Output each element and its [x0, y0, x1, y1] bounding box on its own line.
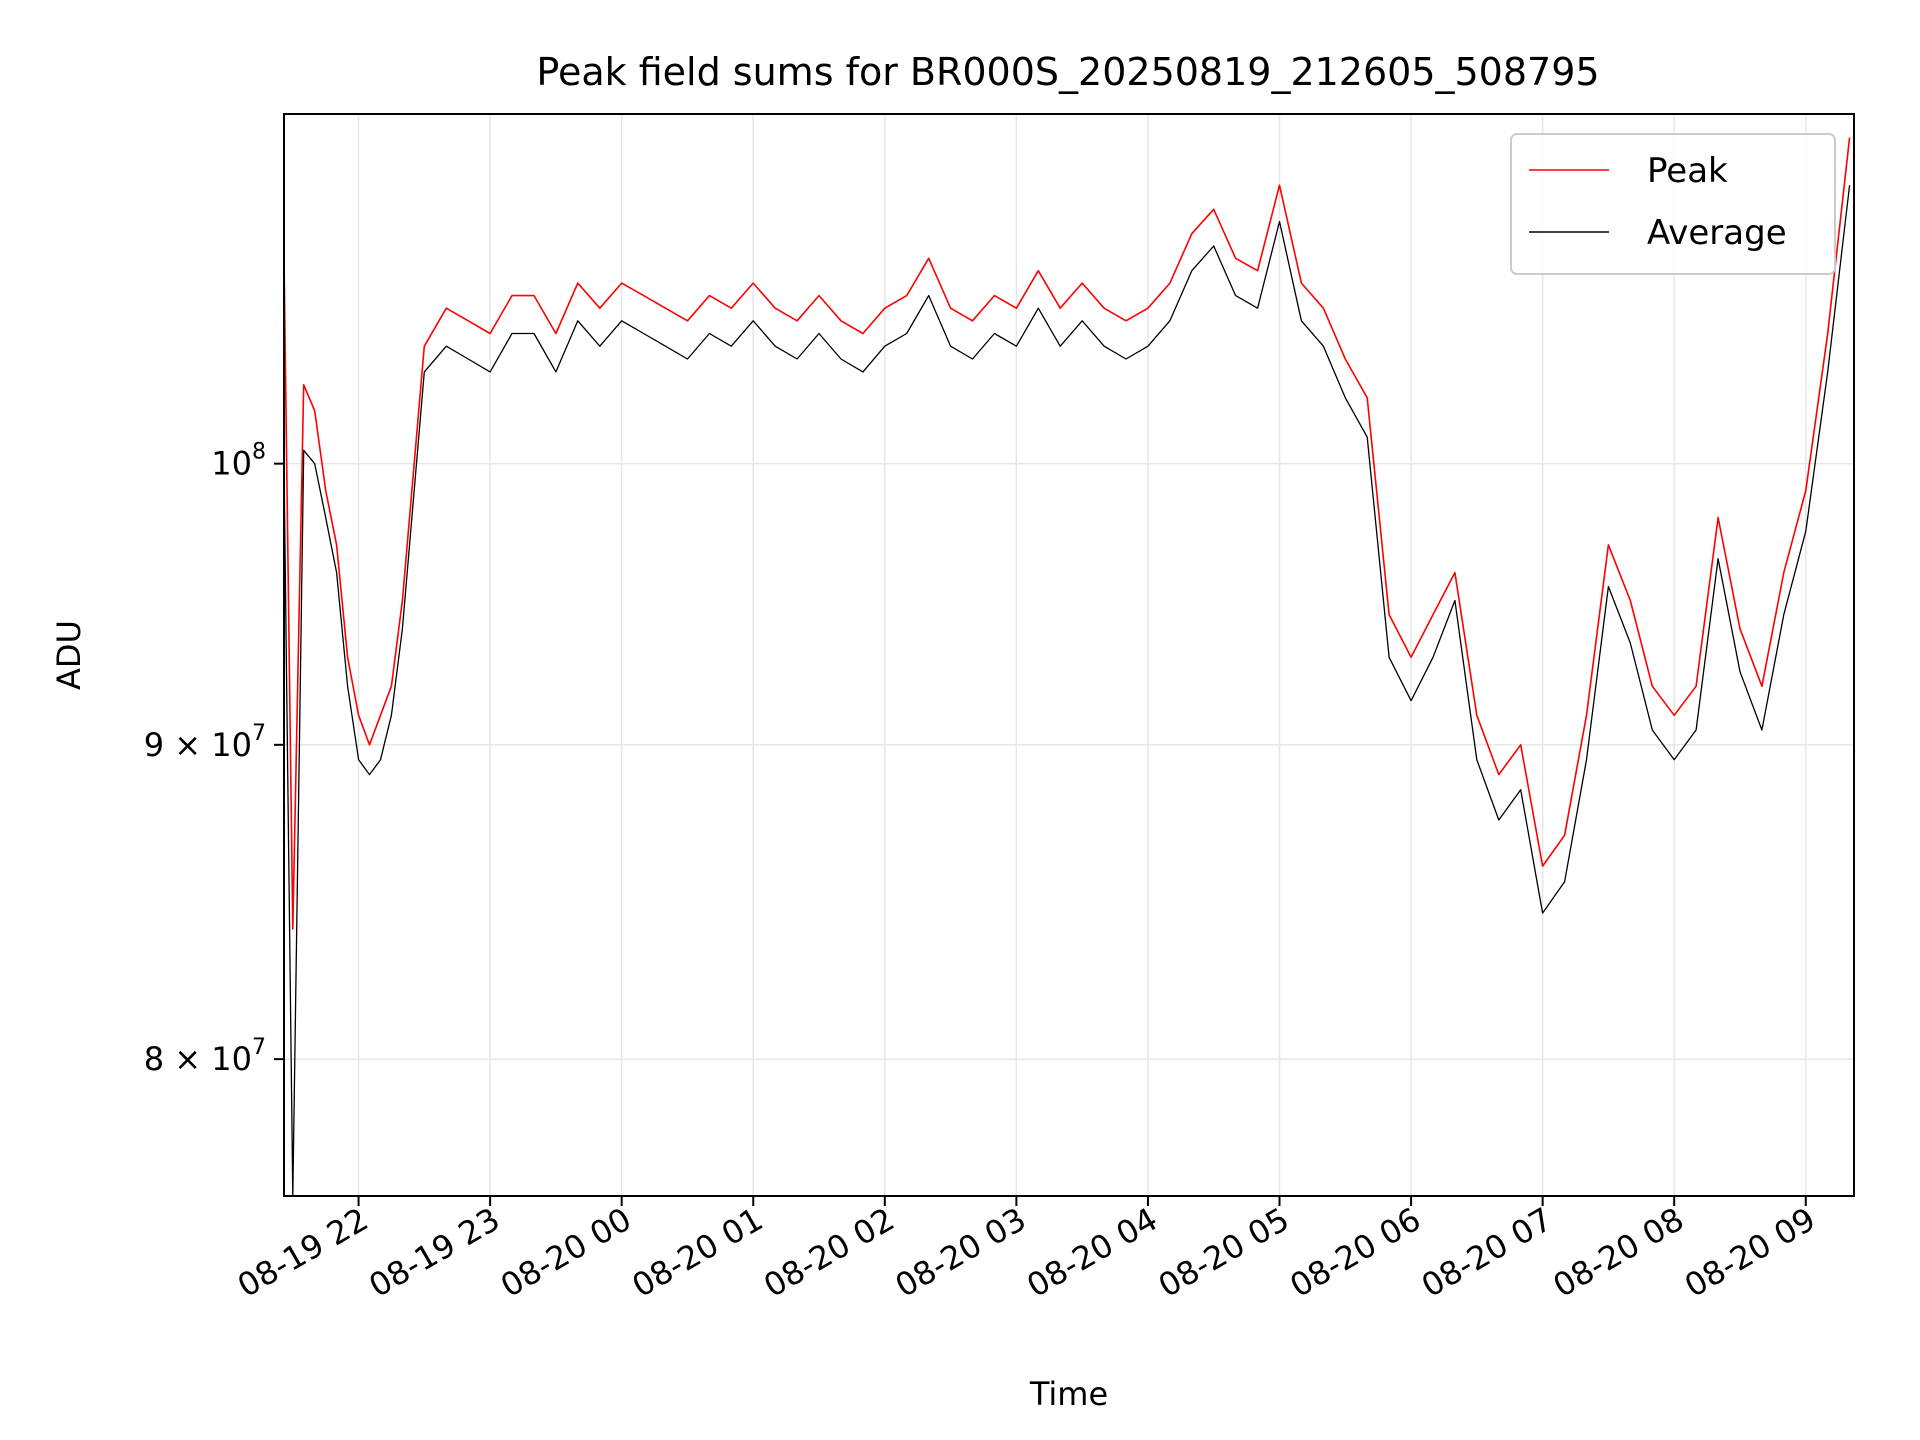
- y-tick-exponent: 7: [252, 721, 266, 746]
- legend-peak-label: Peak: [1647, 151, 1728, 191]
- y-tick-label: 108: [211, 440, 266, 483]
- y-tick-base: 9 × 10: [144, 726, 252, 764]
- y-tick-base: 10: [211, 445, 252, 483]
- series-line-peak: [284, 137, 1851, 930]
- y-tick-exponent: 7: [252, 1035, 266, 1060]
- y-tick-exponent: 8: [252, 440, 266, 465]
- y-axis-label: ADU: [50, 620, 88, 690]
- plot-frame: [283, 113, 1855, 1197]
- y-tick-label: 9 × 107: [144, 721, 266, 764]
- legend-average-label: Average: [1647, 213, 1787, 253]
- x-axis-label: Time: [1029, 1375, 1108, 1413]
- legend: Peak Average: [1510, 133, 1836, 275]
- grid: [284, 114, 1854, 1196]
- chart-title: Peak field sums for BR000S_20250819_2126…: [536, 50, 1599, 94]
- legend-box: [1510, 133, 1836, 275]
- y-tick-base: 8 × 10: [144, 1040, 252, 1078]
- series-layer: [284, 137, 1851, 1196]
- y-tick-label: 8 × 107: [144, 1035, 266, 1078]
- series-line-average: [284, 185, 1851, 1196]
